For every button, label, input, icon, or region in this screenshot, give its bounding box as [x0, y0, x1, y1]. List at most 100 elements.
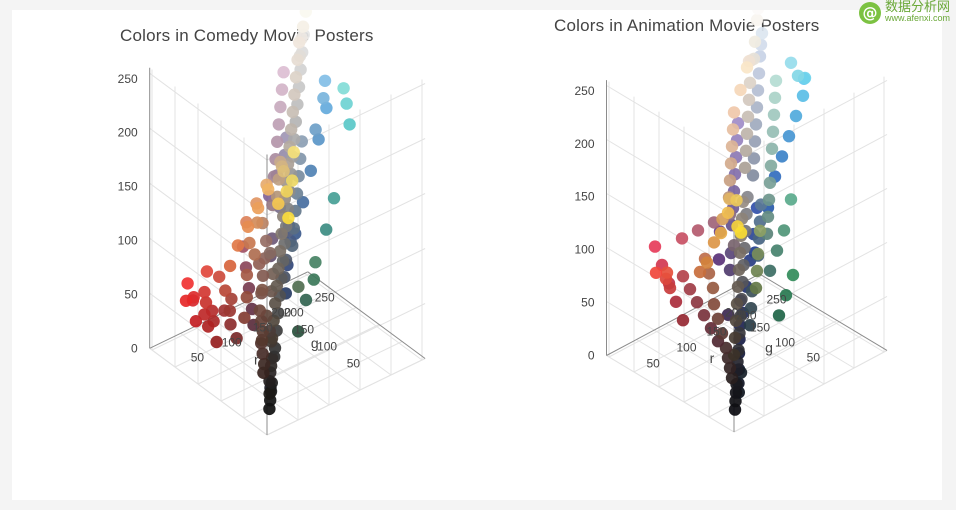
data-point[interactable]: [725, 371, 739, 385]
data-point[interactable]: [775, 150, 789, 163]
data-point[interactable]: [240, 291, 253, 304]
data-point[interactable]: [648, 240, 662, 253]
data-point[interactable]: [200, 265, 214, 278]
data-point[interactable]: [750, 13, 764, 27]
data-point[interactable]: [318, 74, 332, 88]
data-point[interactable]: [286, 174, 299, 187]
data-point[interactable]: [727, 106, 741, 119]
data-point[interactable]: [248, 248, 261, 261]
data-point[interactable]: [761, 210, 775, 223]
data-point[interactable]: [269, 297, 282, 310]
data-point[interactable]: [723, 263, 737, 277]
data-point[interactable]: [309, 256, 322, 269]
data-point[interactable]: [262, 183, 275, 196]
data-point[interactable]: [312, 133, 325, 146]
data-point[interactable]: [292, 280, 305, 293]
data-point[interactable]: [251, 201, 265, 215]
data-point[interactable]: [320, 101, 333, 115]
data-point[interactable]: [707, 236, 721, 249]
data-point[interactable]: [751, 84, 765, 97]
data-point[interactable]: [743, 76, 757, 90]
data-point[interactable]: [769, 74, 783, 88]
data-point[interactable]: [707, 298, 721, 311]
data-point[interactable]: [751, 10, 765, 15]
data-point[interactable]: [777, 224, 791, 237]
data-point[interactable]: [721, 206, 735, 219]
data-point[interactable]: [240, 268, 254, 282]
data-point[interactable]: [307, 273, 320, 286]
data-point[interactable]: [285, 123, 298, 136]
data-point[interactable]: [309, 123, 322, 136]
data-point[interactable]: [779, 289, 793, 302]
data-point[interactable]: [272, 262, 285, 275]
data-point[interactable]: [253, 257, 266, 270]
data-point[interactable]: [750, 101, 764, 114]
data-point[interactable]: [282, 211, 295, 225]
data-point[interactable]: [299, 293, 313, 307]
data-point[interactable]: [289, 71, 303, 84]
data-point[interactable]: [791, 69, 805, 82]
data-point[interactable]: [660, 266, 674, 279]
data-point[interactable]: [714, 226, 728, 240]
data-point[interactable]: [199, 296, 213, 309]
data-point[interactable]: [683, 283, 697, 296]
data-point[interactable]: [784, 193, 798, 206]
data-point[interactable]: [772, 309, 786, 322]
data-point[interactable]: [277, 66, 290, 79]
data-point[interactable]: [743, 319, 757, 332]
data-point[interactable]: [706, 281, 720, 295]
data-point[interactable]: [272, 118, 285, 131]
data-point[interactable]: [343, 118, 356, 131]
data-point[interactable]: [649, 266, 663, 279]
data-point[interactable]: [676, 270, 690, 283]
data-point[interactable]: [272, 197, 285, 210]
data-point[interactable]: [256, 283, 269, 297]
data-point[interactable]: [740, 61, 754, 74]
data-point[interactable]: [292, 325, 305, 338]
data-point[interactable]: [741, 110, 755, 124]
data-point[interactable]: [749, 281, 763, 295]
data-point[interactable]: [231, 239, 245, 252]
data-point[interactable]: [742, 93, 756, 107]
data-point[interactable]: [280, 185, 293, 198]
data-point[interactable]: [789, 109, 803, 123]
data-point[interactable]: [286, 105, 299, 119]
data-point[interactable]: [270, 279, 283, 293]
data-point[interactable]: [274, 100, 287, 114]
data-point[interactable]: [277, 165, 290, 178]
data-point[interactable]: [715, 327, 729, 340]
data-point[interactable]: [258, 357, 271, 371]
data-point[interactable]: [271, 135, 284, 148]
data-point[interactable]: [749, 118, 763, 131]
data-point[interactable]: [770, 244, 784, 257]
data-point[interactable]: [693, 265, 707, 279]
data-point[interactable]: [256, 269, 270, 282]
data-point[interactable]: [260, 234, 273, 248]
data-point[interactable]: [210, 335, 223, 349]
data-point[interactable]: [762, 193, 776, 206]
data-point[interactable]: [750, 264, 764, 278]
data-point[interactable]: [739, 144, 753, 157]
data-point[interactable]: [763, 176, 777, 189]
data-point[interactable]: [755, 27, 769, 40]
data-point[interactable]: [690, 296, 704, 309]
data-point[interactable]: [751, 247, 765, 261]
data-point[interactable]: [198, 285, 211, 299]
data-point[interactable]: [224, 318, 237, 331]
data-point[interactable]: [230, 332, 243, 345]
data-point[interactable]: [327, 192, 341, 205]
data-point[interactable]: [700, 256, 714, 269]
data-point[interactable]: [263, 246, 277, 260]
data-point[interactable]: [786, 268, 800, 282]
data-point[interactable]: [256, 325, 269, 338]
data-point[interactable]: [275, 227, 288, 240]
data-point[interactable]: [304, 164, 317, 177]
data-point[interactable]: [287, 146, 300, 159]
data-point[interactable]: [198, 308, 211, 321]
data-point[interactable]: [675, 232, 689, 245]
data-point[interactable]: [256, 347, 269, 360]
data-point[interactable]: [746, 169, 760, 182]
data-point[interactable]: [293, 36, 306, 49]
data-point[interactable]: [712, 253, 726, 266]
data-point[interactable]: [697, 309, 711, 322]
